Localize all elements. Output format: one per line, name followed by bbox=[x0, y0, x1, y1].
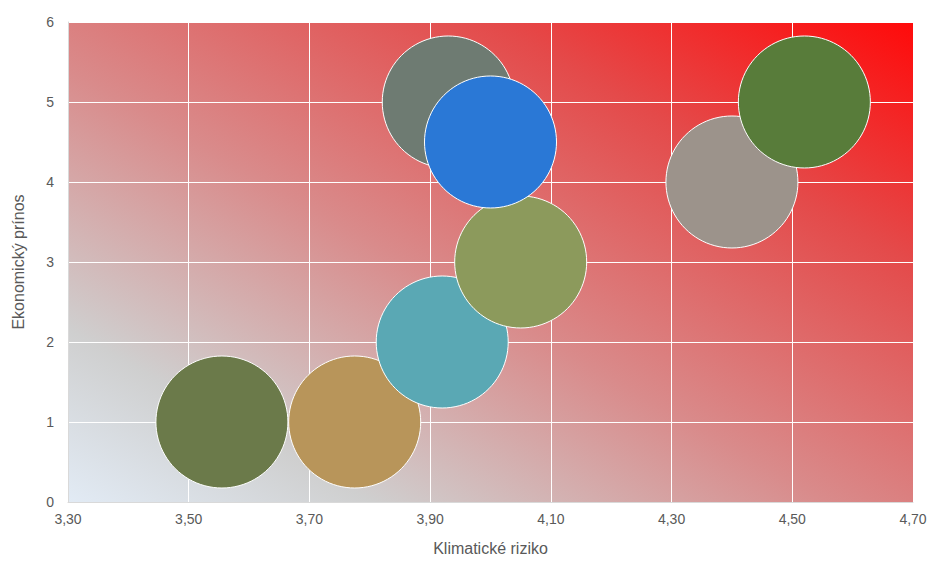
svg-text:4,50: 4,50 bbox=[779, 511, 806, 527]
svg-text:Ekonomický prínos: Ekonomický prínos bbox=[10, 194, 27, 329]
svg-text:0: 0 bbox=[46, 494, 54, 510]
svg-text:1: 1 bbox=[46, 414, 54, 430]
svg-text:2: 2 bbox=[46, 334, 54, 350]
svg-text:4,10: 4,10 bbox=[537, 511, 564, 527]
svg-text:3: 3 bbox=[46, 254, 54, 270]
svg-text:3,90: 3,90 bbox=[417, 511, 444, 527]
svg-text:4: 4 bbox=[46, 174, 54, 190]
svg-text:3,70: 3,70 bbox=[296, 511, 323, 527]
svg-text:Klimatické riziko: Klimatické riziko bbox=[433, 540, 548, 557]
svg-text:6: 6 bbox=[46, 14, 54, 30]
svg-text:4,30: 4,30 bbox=[658, 511, 685, 527]
svg-text:3,50: 3,50 bbox=[175, 511, 202, 527]
svg-text:5: 5 bbox=[46, 94, 54, 110]
svg-text:4,70: 4,70 bbox=[899, 511, 926, 527]
svg-text:3,30: 3,30 bbox=[54, 511, 81, 527]
